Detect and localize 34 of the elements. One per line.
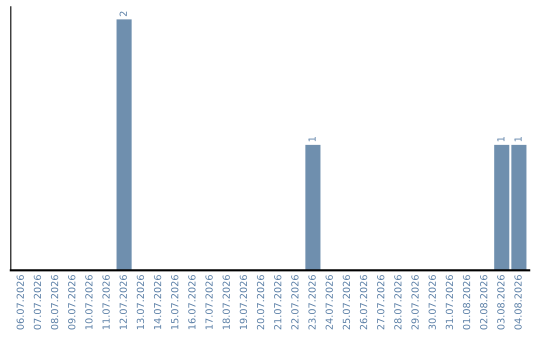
x-tick-label: 27.07.2026 [377, 275, 384, 330]
x-tick-label: 20.07.2026 [256, 275, 264, 330]
x-tick-label: 10.07.2026 [85, 275, 93, 330]
x-tick-label: 12.07.2026 [120, 275, 127, 330]
x-tick-label: 17.07.2026 [205, 275, 213, 330]
x-tick-label: 23.07.2026 [308, 275, 316, 330]
x-tick-label: 06.07.2026 [16, 275, 24, 330]
x-tick-label: 08.07.2026 [50, 275, 58, 330]
x-tick-label: 13.07.2026 [136, 275, 144, 330]
x-tick-label: 21.07.2026 [274, 275, 282, 330]
x-tick-label: 22.07.2026 [291, 275, 299, 330]
x-tick-label: 03.08.2026 [497, 275, 505, 330]
x-tick-label: 24.07.2026 [326, 275, 333, 330]
data-label: 1 [514, 137, 522, 142]
x-tick-label: 30.07.2026 [428, 275, 436, 330]
x-tick-label: 15.07.2026 [171, 275, 178, 330]
data-label: 1 [308, 137, 316, 142]
x-tick-label: 28.07.2026 [394, 275, 402, 330]
x-tick-label: 09.07.2026 [68, 275, 76, 330]
x-tick-label: 31.07.2026 [446, 275, 454, 330]
x-tick-label: 19.07.2026 [240, 275, 248, 330]
x-tick-label: 04.08.2026 [514, 275, 522, 330]
x-tick-label: 26.07.2026 [360, 275, 368, 330]
x-tick-label: 01.08.2026 [462, 275, 470, 330]
x-tick-label: 14.07.2026 [154, 275, 162, 330]
data-label: 1 [497, 137, 504, 142]
x-tick-label: 16.07.2026 [188, 275, 196, 330]
x-tick-label: 11.07.2026 [102, 275, 110, 330]
data-label: 2 [120, 12, 127, 16]
x-tick-label: 07.07.2026 [34, 275, 42, 330]
x-tick-label: 02.08.2026 [480, 275, 488, 330]
x-tick-label: 18.07.2026 [222, 275, 230, 330]
x-tick-label: 29.07.2026 [411, 275, 419, 330]
x-tick-label: 25.07.2026 [342, 275, 350, 330]
